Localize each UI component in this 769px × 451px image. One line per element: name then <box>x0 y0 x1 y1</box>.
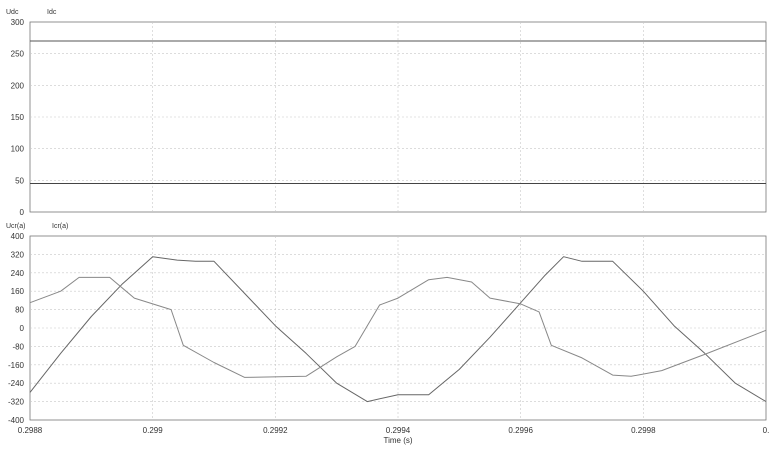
series-line-icr-a- <box>29 276 767 378</box>
y-tick-label: 400 <box>11 232 25 241</box>
series-line-ucr-a- <box>29 256 767 403</box>
x-tick-label: 0. <box>763 426 769 435</box>
y-tick-label: 0 <box>20 208 25 217</box>
y-tick-label: 50 <box>15 176 24 185</box>
y-tick-label: 80 <box>15 306 24 315</box>
y-tick-label: -320 <box>8 398 25 407</box>
x-axis-label: Time (s) <box>383 436 412 445</box>
legend-entry-ucr-a-: Ucr(a) <box>6 223 25 230</box>
x-tick-label: 0.299 <box>143 426 164 435</box>
y-tick-label: -160 <box>8 361 25 370</box>
y-tick-label: 160 <box>11 287 25 296</box>
x-tick-label: 0.2992 <box>263 426 288 435</box>
chart-panel-2: -400 -320 -240 -160 -80 0 80 160 240 320 400 0.2988… <box>6 223 769 445</box>
y-tick-label: 200 <box>11 81 25 90</box>
y-tick-label: -400 <box>8 416 25 425</box>
x-tick-label: 0.2998 <box>631 426 656 435</box>
legend-entry-idc: Idc <box>47 9 57 16</box>
legend-entry-icr-a-: Icr(a) <box>52 223 68 230</box>
y-tick-label: 250 <box>11 50 25 59</box>
y-tick-label: 240 <box>11 269 25 278</box>
y-tick-label: 320 <box>11 250 25 259</box>
y-tick-label: -80 <box>12 342 24 351</box>
y-tick-label: 0 <box>20 324 25 333</box>
y-tick-label: -240 <box>8 379 25 388</box>
x-tick-label: 0.2994 <box>386 426 411 435</box>
x-tick-label: 0.2996 <box>508 426 533 435</box>
x-tick-label: 0.2988 <box>18 426 43 435</box>
y-tick-label: 300 <box>11 18 25 27</box>
chart-panel-1: 0 50 100 150 200 250 300 Udc Idc <box>6 9 767 217</box>
y-tick-label: 150 <box>11 113 25 122</box>
legend-entry-udc: Udc <box>6 9 19 16</box>
y-tick-label: 100 <box>11 145 25 154</box>
